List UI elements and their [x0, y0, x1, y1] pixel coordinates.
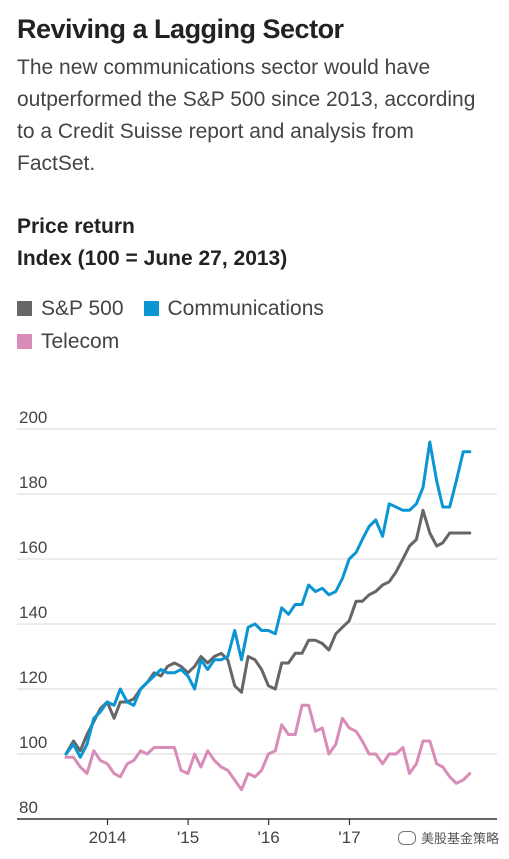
y-tick-label-200: 200: [19, 408, 47, 427]
legend-label-telecom: Telecom: [41, 329, 120, 353]
legend-row-2: Telecom: [17, 325, 497, 358]
x-axis: 2014 '15 '16 '17: [17, 818, 497, 847]
legend-swatch-sp500: [17, 301, 32, 316]
legend-item-communications: Communications: [143, 296, 324, 321]
wechat-icon: [397, 830, 416, 845]
series-line-communications: [64, 440, 472, 759]
watermark-text: 美股基金策略: [420, 831, 499, 846]
legend-item-telecom: Telecom: [17, 330, 119, 354]
legend-swatch-communications: [143, 301, 159, 316]
legend-swatch-telecom: [17, 334, 32, 349]
chart-section-title: Price return Index (100 = June 27, 2013): [17, 211, 287, 275]
y-tick-label-80: 80: [19, 798, 38, 817]
watermark: 美股基金策略: [397, 828, 499, 847]
chart-metric-label: Price return: [17, 215, 135, 238]
x-tick-label-2014: 2014: [89, 828, 127, 847]
legend-label-sp500: S&P 500: [41, 296, 124, 320]
series-line-telecom: [64, 703, 472, 792]
legend-row-1: S&P 500 Communications: [17, 292, 497, 325]
chart-index-label: Index (100 = June 27, 2013): [17, 247, 288, 270]
y-tick-label-120: 120: [19, 668, 47, 687]
chart-series: [64, 440, 472, 792]
y-tick-label-160: 160: [19, 538, 47, 557]
legend-item-sp500: S&P 500: [17, 297, 124, 321]
x-tick-label-'17: '17: [338, 828, 360, 847]
legend-label-communications: Communications: [167, 296, 324, 320]
chart-legend: S&P 500 Communications Telecom: [17, 292, 497, 358]
x-tick-label-'16: '16: [258, 828, 280, 847]
series-line-s-p-500: [64, 508, 472, 756]
y-tick-label-140: 140: [19, 603, 47, 622]
chart-title: Reviving a Lagging Sector: [17, 14, 344, 44]
y-axis-labels: 80 100 120 140 160 180 200: [19, 408, 47, 817]
y-tick-label-180: 180: [19, 473, 47, 492]
chart-subtitle: The new communications sector would have…: [17, 56, 476, 175]
x-tick-label-'15: '15: [177, 828, 199, 847]
y-tick-label-100: 100: [19, 733, 47, 752]
